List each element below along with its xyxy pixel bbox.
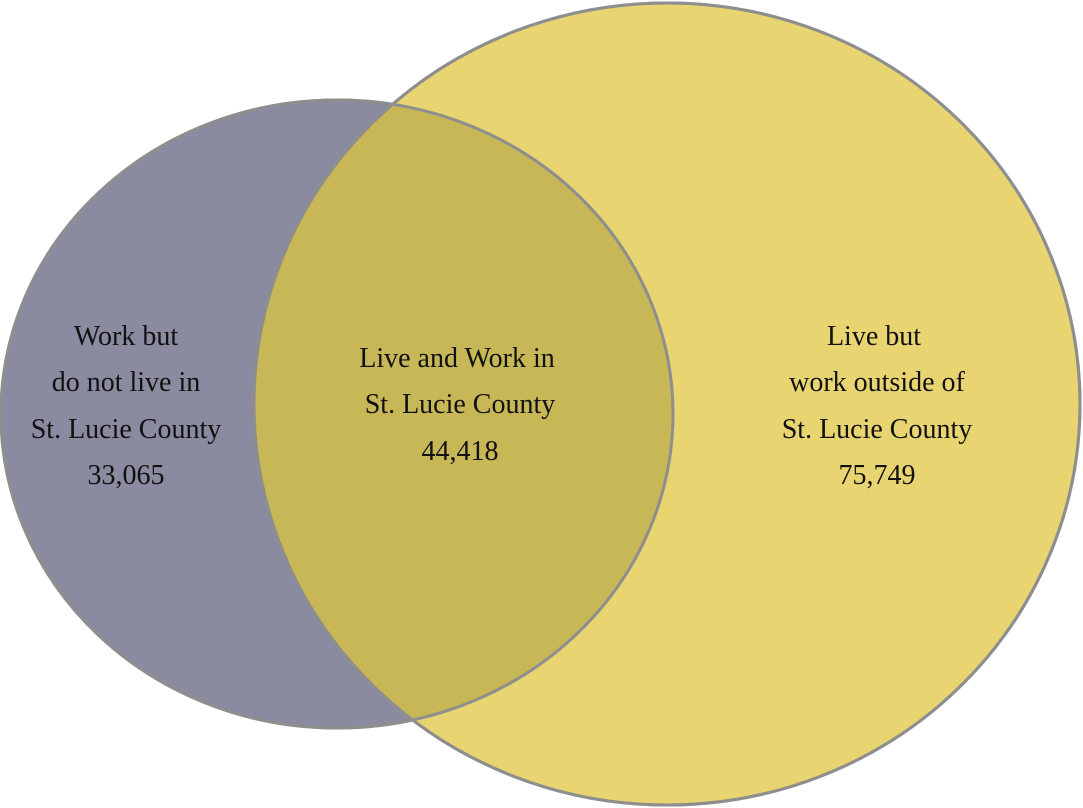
work-circle-outline xyxy=(0,98,675,730)
live-only-label-line-3: St. Lucie County xyxy=(782,414,973,445)
work-only-label-line-1: Work but xyxy=(74,321,179,352)
work-only-label-line-2: do not live in xyxy=(52,367,201,398)
work-only-value: 33,065 xyxy=(88,460,165,491)
live-circle-outline xyxy=(252,1,1082,807)
both-label-line-2: St. Lucie County xyxy=(365,389,556,420)
live-only-value: 75,749 xyxy=(839,460,916,491)
both-value: 44,418 xyxy=(422,436,499,467)
overlap-region xyxy=(254,100,673,728)
work-only-label-line-3: St. Lucie County xyxy=(31,414,222,445)
live-only-label-line-2: work outside of xyxy=(789,367,965,398)
live-only-label-line-1: Live but xyxy=(827,321,921,352)
both-label-line-1: Live and Work in xyxy=(359,343,555,374)
